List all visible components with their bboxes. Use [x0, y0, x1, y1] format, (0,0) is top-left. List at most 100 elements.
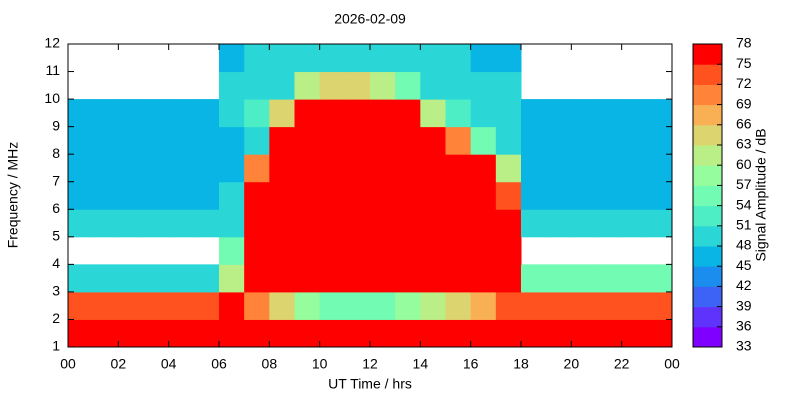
heat-cell: [420, 126, 446, 155]
colorbar-swatch: [693, 326, 722, 348]
heat-cell: [596, 99, 623, 128]
heat-cell: [143, 209, 170, 238]
heat-cell: [344, 181, 371, 210]
heat-cell: [68, 264, 94, 293]
heat-cell: [470, 44, 497, 73]
colorbar-tick-label: 75: [736, 55, 752, 71]
heat-cell: [395, 319, 421, 348]
heat-cell: [571, 209, 597, 238]
heat-cell: [219, 44, 245, 73]
colorbar-swatch: [693, 225, 722, 247]
heat-cell: [294, 236, 321, 265]
heat-cell: [294, 319, 321, 348]
y-tick-label: 7: [52, 172, 60, 188]
colorbar-label: Signal Amplitude / dB: [753, 128, 769, 261]
heat-cell: [344, 126, 371, 155]
heat-cell: [370, 71, 396, 100]
heat-cell: [370, 154, 396, 183]
heat-cell: [521, 154, 547, 183]
heat-cell: [193, 264, 220, 293]
heat-cell: [319, 264, 346, 293]
colorbar-tick-label: 33: [736, 338, 752, 354]
heat-cell: [521, 209, 547, 238]
heat-cell: [521, 99, 547, 128]
heat-cell: [495, 71, 522, 100]
heat-cell: [445, 71, 472, 100]
heat-cell: [269, 319, 295, 348]
y-tick-label: 3: [52, 283, 60, 299]
heat-cell: [93, 264, 119, 293]
heat-cell: [445, 154, 472, 183]
colorbar-tick-label: 60: [736, 156, 752, 172]
heat-cell: [118, 264, 144, 293]
heat-cell: [495, 319, 522, 348]
heat-cell: [621, 99, 648, 128]
colorbar-tick-label: 48: [736, 237, 752, 253]
heat-cell: [395, 181, 421, 210]
heat-cell: [244, 126, 270, 155]
heat-cell: [168, 154, 195, 183]
heat-cell: [495, 291, 522, 320]
heat-cell: [193, 291, 220, 320]
heat-cell: [370, 126, 396, 155]
heat-cell: [269, 99, 295, 128]
heat-cell: [546, 264, 572, 293]
heat-cell: [118, 291, 144, 320]
heat-cell: [319, 236, 346, 265]
x-axis-label: UT Time / hrs: [328, 376, 412, 392]
colorbar-swatch: [693, 286, 722, 308]
heat-cell: [319, 99, 346, 128]
heat-cell: [219, 154, 245, 183]
x-tick-label: 08: [262, 356, 278, 372]
heat-cell: [93, 181, 119, 210]
heat-cell: [93, 99, 119, 128]
y-tick-label: 8: [52, 145, 60, 161]
heat-cell: [495, 236, 522, 265]
heat-cell: [219, 264, 245, 293]
y-tick-label: 11: [45, 62, 60, 78]
heat-cell: [470, 291, 497, 320]
heat-cell: [646, 126, 673, 155]
colorbar-swatch: [693, 205, 722, 227]
heat-cell: [294, 291, 321, 320]
heat-cell: [470, 181, 497, 210]
colorbar-tick-label: 63: [736, 136, 752, 152]
y-tick-label: 2: [52, 310, 60, 326]
colorbar-tick-label: 54: [736, 196, 752, 212]
colorbar-tick-label: 36: [736, 318, 752, 334]
heat-cell: [395, 126, 421, 155]
heat-cell: [546, 291, 572, 320]
heat-cell: [294, 44, 321, 73]
heat-cell: [319, 154, 346, 183]
heat-cell: [118, 154, 144, 183]
heat-cell: [269, 44, 295, 73]
x-tick-label: 00: [60, 356, 76, 372]
heat-cell: [344, 236, 371, 265]
heat-cell: [143, 319, 170, 348]
heat-cell: [118, 99, 144, 128]
y-axis-label: Frequency / MHz: [5, 142, 21, 249]
heat-cell: [168, 99, 195, 128]
heat-cell: [244, 264, 270, 293]
heat-cell: [621, 291, 648, 320]
heat-cell: [546, 154, 572, 183]
heat-cell: [445, 181, 472, 210]
heat-cell: [68, 99, 94, 128]
heat-cell: [521, 126, 547, 155]
heat-cell: [193, 126, 220, 155]
heat-cell: [193, 181, 220, 210]
heat-cell: [68, 291, 94, 320]
x-tick-label: 00: [664, 356, 680, 372]
colorbar-swatch: [693, 44, 722, 65]
y-tick-label: 10: [44, 90, 60, 106]
heat-cell: [495, 44, 522, 73]
heat-cell: [294, 181, 321, 210]
heat-cell: [269, 71, 295, 100]
heat-cell: [93, 291, 119, 320]
heat-cell: [244, 44, 270, 73]
heat-cell: [269, 209, 295, 238]
heat-cell: [269, 236, 295, 265]
heat-cell: [219, 181, 245, 210]
heat-cell: [420, 44, 446, 73]
heat-cell: [193, 209, 220, 238]
